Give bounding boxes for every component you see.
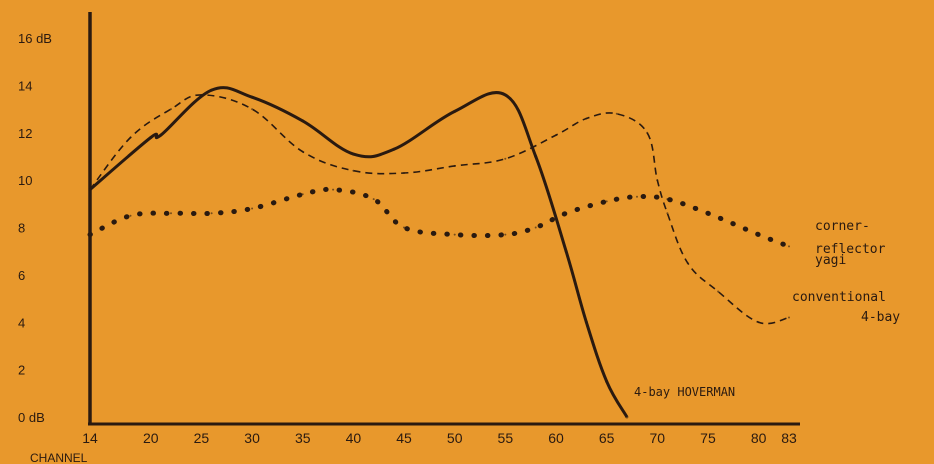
data-point xyxy=(757,321,760,324)
data-point xyxy=(503,93,507,97)
x-tick-label: 80 xyxy=(751,430,767,446)
data-point xyxy=(129,214,132,217)
data-point xyxy=(707,212,709,215)
data-point xyxy=(351,152,355,156)
series-line-conventional xyxy=(89,94,790,325)
data-point xyxy=(301,193,304,196)
data-point xyxy=(565,212,568,215)
data-point xyxy=(504,233,507,236)
data-point xyxy=(403,226,405,229)
data-point xyxy=(686,262,689,264)
x-tick-label: 55 xyxy=(498,430,514,446)
data-point xyxy=(332,188,335,191)
data-point xyxy=(584,320,588,324)
data-point xyxy=(89,188,91,191)
series-line-corner-reflector xyxy=(87,186,792,249)
tick-labels: 14 20 25 30 35 40 45 50 55 60 65 70 75 80 83 0 dB 2 4 6 8 10… xyxy=(18,31,797,446)
x-tick-label: 45 xyxy=(396,430,412,446)
data-point xyxy=(149,136,153,139)
data-point xyxy=(646,131,649,134)
data-point xyxy=(615,112,618,115)
data-point xyxy=(788,316,790,319)
data-point xyxy=(453,109,457,113)
data-point xyxy=(301,150,304,153)
data-point xyxy=(605,200,608,203)
x-tick-label: 83 xyxy=(781,430,797,446)
y-tick-label: 8 xyxy=(18,221,25,236)
x-tick-label: 75 xyxy=(700,430,716,446)
data-point xyxy=(159,133,163,137)
data-point xyxy=(605,380,609,383)
y-tick-label: 0 dB xyxy=(18,410,45,425)
data-point xyxy=(453,233,456,236)
annotation-corner-reflector-line1: corner- xyxy=(815,219,870,234)
series-line-hoverman xyxy=(89,86,629,418)
x-tick-label: 30 xyxy=(244,430,260,446)
x-tick-label: 25 xyxy=(194,430,210,446)
y-tick-label: 6 xyxy=(18,268,25,283)
data-point xyxy=(251,207,254,210)
data-point xyxy=(453,164,456,167)
data-point xyxy=(200,93,203,96)
y-tick-label: 2 xyxy=(18,363,25,378)
y-tick-label: 14 xyxy=(18,78,32,93)
data-point xyxy=(788,245,790,248)
x-tick-label: 70 xyxy=(650,430,666,446)
data-point xyxy=(403,172,405,174)
x-tick-label: 65 xyxy=(599,430,615,446)
data-point xyxy=(625,415,629,419)
data-point xyxy=(392,147,396,151)
data-point xyxy=(534,226,537,229)
data-point xyxy=(170,212,172,215)
data-point xyxy=(666,212,669,215)
data-point xyxy=(250,95,254,99)
data-point xyxy=(352,169,355,172)
y-tick-label: 4 xyxy=(18,315,25,330)
series-lines xyxy=(87,86,792,419)
data-point xyxy=(170,108,172,111)
annotation-conventional-line1: conventional xyxy=(792,290,886,305)
axes xyxy=(88,12,800,426)
x-axis-label: CHANNEL xyxy=(30,451,88,464)
x-tick-label: 50 xyxy=(447,430,463,446)
data-point xyxy=(555,134,557,137)
x-tick-label: 14 xyxy=(82,430,98,446)
data-point xyxy=(210,88,214,92)
data-point xyxy=(301,119,305,123)
annotation-corner-reflector-line3: yagi xyxy=(815,253,846,268)
x-tick-label: 35 xyxy=(295,430,311,446)
annotation-corner-reflector-line2: reflector xyxy=(815,242,886,257)
data-point xyxy=(656,179,659,182)
x-tick-label: 20 xyxy=(143,430,159,446)
data-point xyxy=(564,249,568,253)
x-tick-label: 40 xyxy=(346,430,362,446)
data-point xyxy=(89,233,91,236)
annotation-hoverman: 4-bay HOVERMAN xyxy=(634,385,735,399)
data-point xyxy=(129,136,132,139)
y-tick-label: 10 xyxy=(18,173,32,188)
data-point xyxy=(585,117,588,120)
y-tick-label: 16 dB xyxy=(18,31,52,46)
data-point xyxy=(210,212,213,215)
data-point xyxy=(757,233,760,236)
annotation-conventional-line2: 4-bay xyxy=(861,310,900,325)
data-point xyxy=(504,157,507,160)
data-point xyxy=(666,198,669,201)
data-point xyxy=(534,154,538,158)
annotations: CHANNEL corner- reflector yagi conventio… xyxy=(30,219,900,464)
data-point xyxy=(717,290,720,293)
data-point xyxy=(251,108,254,111)
data-point xyxy=(636,195,638,198)
x-tick-label: 60 xyxy=(548,430,564,446)
y-tick-label: 12 xyxy=(18,126,32,141)
data-point xyxy=(372,198,375,201)
